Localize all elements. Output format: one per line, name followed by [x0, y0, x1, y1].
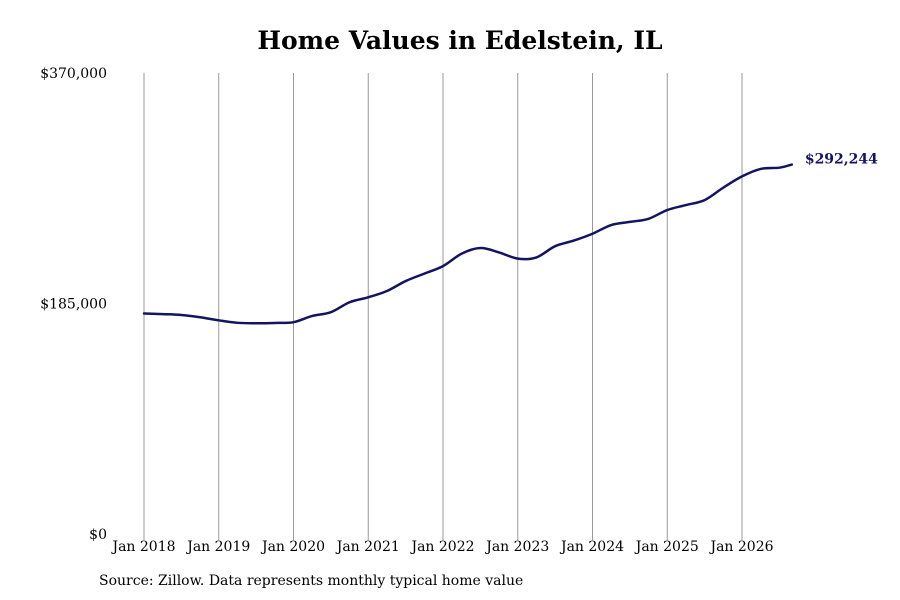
x-axis: Jan 2018 Jan 2019 Jan 2020 Jan 2021 Jan 2022…	[110, 539, 773, 555]
y-axis: $0 $185,000 $370,000	[40, 66, 107, 543]
x-tick-label: Jan 2022	[409, 539, 474, 555]
x-tick-label: Jan 2020	[260, 539, 325, 555]
series: $292,244	[142, 152, 878, 325]
end-value-label: $292,244	[805, 152, 878, 168]
x-tick-label: Jan 2018	[110, 539, 175, 555]
x-tick-label: Jan 2025	[634, 539, 699, 555]
x-tick-label: Jan 2021	[335, 539, 400, 555]
y-tick-label: $370,000	[40, 66, 107, 82]
y-tick-label: $185,000	[40, 297, 107, 313]
y-tick-label: $0	[89, 527, 107, 543]
gridlines	[143, 73, 743, 540]
source-note: Source: Zillow. Data represents monthly …	[99, 573, 524, 589]
x-tick-label: Jan 2023	[484, 539, 549, 555]
x-tick-label: Jan 2026	[708, 539, 773, 555]
x-tick-label: Jan 2019	[185, 539, 250, 555]
x-tick-label: Jan 2024	[559, 539, 624, 555]
series-line	[142, 163, 794, 325]
chart-title: Home Values in Edelstein, IL	[257, 26, 663, 55]
